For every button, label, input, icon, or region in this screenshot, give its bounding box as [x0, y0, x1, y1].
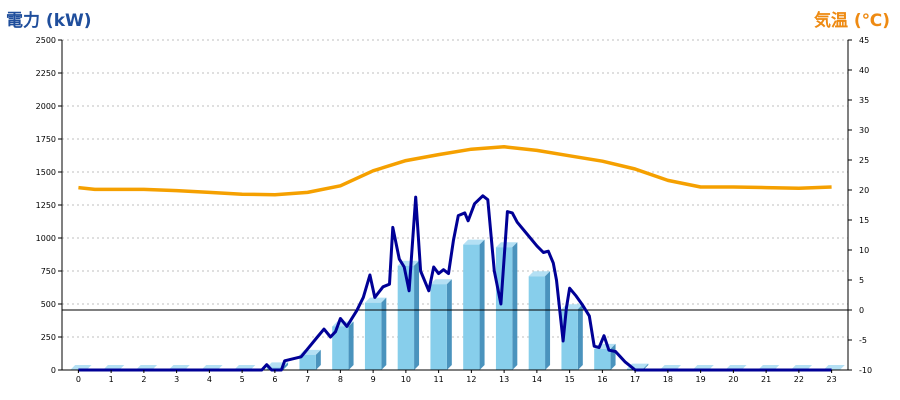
- right-tick-label: 0: [859, 306, 864, 315]
- right-tick-label: 10: [859, 246, 869, 255]
- right-tick-label: 35: [859, 96, 869, 105]
- x-tick-label: 20: [728, 375, 738, 384]
- bar: [332, 326, 349, 370]
- bar-side: [446, 279, 452, 370]
- right-tick-label: -5: [859, 336, 867, 345]
- x-tick-label: 18: [663, 375, 673, 384]
- bar: [364, 302, 382, 370]
- left-tick-label: 500: [41, 300, 56, 309]
- x-tick-label: 10: [401, 375, 411, 384]
- x-tick-label: 7: [305, 375, 310, 384]
- temperature-axis-title: 気温 (℃): [813, 11, 890, 31]
- power-axis-title: 電力 (kW): [6, 11, 92, 31]
- bar: [299, 354, 316, 370]
- bar-side: [414, 260, 420, 370]
- bar-side: [479, 239, 485, 370]
- temperature-line: [78, 145, 832, 197]
- bar-side: [643, 363, 649, 370]
- x-tick-label: 13: [499, 375, 509, 384]
- x-tick-label: 23: [827, 375, 837, 384]
- x-tick-label: 15: [565, 375, 575, 384]
- x-tick-label: 1: [109, 375, 114, 384]
- left-tick-label: 250: [41, 333, 56, 342]
- bar-top: [528, 271, 551, 277]
- bar-side: [577, 304, 583, 370]
- bar: [495, 247, 513, 370]
- right-tick-label: 15: [859, 216, 869, 225]
- bar-top: [364, 297, 387, 303]
- bar-side: [283, 362, 289, 370]
- x-tick-label: 22: [794, 375, 804, 384]
- bar-top: [495, 242, 518, 248]
- x-tick-label: 4: [207, 375, 212, 384]
- bar-side: [381, 297, 387, 370]
- x-tick-label: 19: [696, 375, 706, 384]
- x-tick-label: 21: [761, 375, 771, 384]
- right-tick-label: 25: [859, 156, 869, 165]
- bar-top: [430, 279, 452, 285]
- x-tick-label: 17: [630, 375, 640, 384]
- x-tick-label: 5: [240, 375, 245, 384]
- right-tick-label: -10: [859, 366, 872, 375]
- right-tick-label: 5: [859, 276, 864, 285]
- bar: [594, 348, 611, 370]
- x-tick-label: 14: [532, 375, 542, 384]
- left-tick-label: 1250: [36, 201, 56, 210]
- right-tick-label: 30: [859, 126, 869, 135]
- x-tick-label: 12: [466, 375, 476, 384]
- x-tick-label: 3: [174, 375, 179, 384]
- left-tick-label: 1000: [36, 234, 56, 243]
- left-tick-label: 2250: [36, 69, 56, 78]
- power-line: [78, 194, 832, 372]
- left-tick-label: 2000: [36, 102, 56, 111]
- bar: [528, 276, 546, 370]
- bar-side: [315, 349, 321, 370]
- bar-top: [463, 239, 485, 245]
- x-tick-label: 8: [338, 375, 343, 384]
- bar: [430, 284, 447, 370]
- x-tick-label: 0: [76, 375, 81, 384]
- x-tick-label: 16: [597, 375, 607, 384]
- right-tick-label: 20: [859, 186, 869, 195]
- left-tick-label: 0: [51, 366, 56, 375]
- bar-side: [512, 242, 518, 370]
- x-tick-label: 2: [141, 375, 146, 384]
- left-tick-label: 2500: [36, 36, 56, 45]
- x-tick-label: 6: [272, 375, 277, 384]
- right-tick-label: 45: [859, 36, 869, 45]
- left-tick-label: 750: [41, 267, 56, 276]
- left-tick-label: 1750: [36, 135, 56, 144]
- x-tick-label: 11: [434, 375, 444, 384]
- x-tick-label: 9: [371, 375, 376, 384]
- bar-side: [545, 271, 551, 370]
- bar: [463, 244, 480, 370]
- right-tick-label: 40: [859, 66, 869, 75]
- left-tick-label: 1500: [36, 168, 56, 177]
- bar-side: [348, 321, 354, 370]
